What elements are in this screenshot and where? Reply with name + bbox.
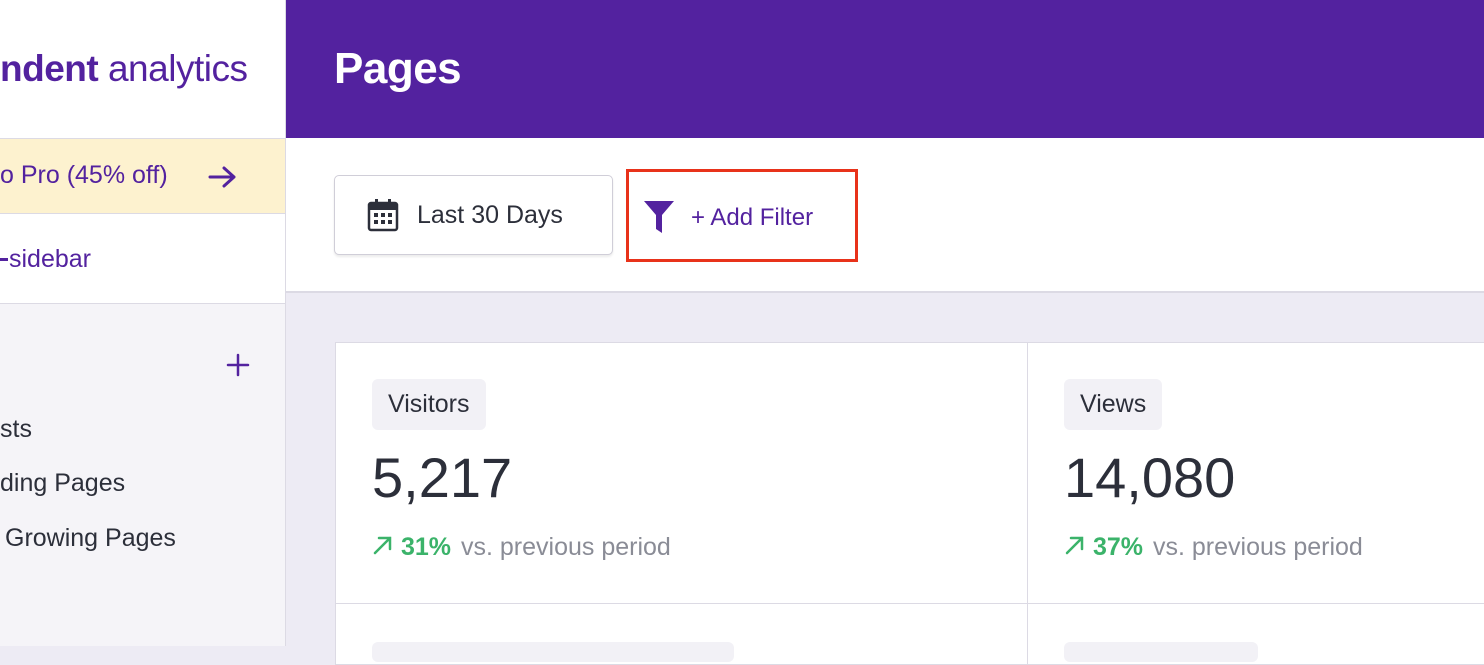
arrow-stub — [0, 258, 8, 261]
sidebar-toggle[interactable]: sidebar — [0, 214, 285, 304]
stat-change-percent: 31% — [400, 533, 451, 561]
header: Pages — [286, 0, 1484, 138]
report-link[interactable]: ding Pages — [0, 469, 126, 497]
stat-change: 37% vs. previous period — [1064, 533, 1363, 562]
stat-value: 14,080 — [1064, 446, 1236, 509]
calendar-icon — [367, 199, 399, 232]
date-range-text: Last 30 Days — [417, 201, 563, 229]
stat-label-placeholder — [372, 642, 734, 662]
filter-icon — [644, 201, 674, 233]
stat-card — [335, 603, 1028, 665]
sidebar: ndent analytics o Pro (45% off) sidebar … — [0, 0, 286, 646]
date-range-button[interactable]: Last 30 Days — [334, 175, 613, 255]
stat-label-placeholder — [1064, 642, 1258, 662]
stat-comparison: vs. previous period — [1153, 533, 1363, 561]
arrow-icon — [208, 166, 236, 188]
stat-value: 5,217 — [372, 446, 513, 509]
up-arrow-icon — [373, 536, 392, 555]
stat-card: Views 14,080 37% vs. previous period — [1027, 342, 1484, 604]
add-report-icon[interactable] — [226, 353, 250, 377]
promo-banner[interactable]: o Pro (45% off) — [0, 139, 285, 214]
toggle-text: sidebar — [9, 245, 91, 273]
promo-text: o Pro (45% off) — [0, 161, 168, 189]
logo[interactable]: ndent analytics — [0, 0, 285, 139]
toolbar: Last 30 Days + Add Filter — [286, 138, 1484, 293]
stat-label: Visitors — [372, 379, 486, 430]
add-filter-button[interactable]: + Add Filter — [626, 169, 858, 262]
page-title: Pages — [334, 44, 462, 93]
up-arrow-icon — [1065, 536, 1084, 555]
stat-change-percent: 37% — [1092, 533, 1143, 561]
logo-bold: ndent — [0, 48, 99, 89]
stat-change: 31% vs. previous period — [372, 533, 671, 562]
logo-text: ndent analytics — [0, 48, 248, 90]
report-link[interactable]: Growing Pages — [5, 524, 176, 552]
logo-regular: analytics — [107, 48, 248, 89]
stat-card: Visitors 5,217 31% vs. previous period — [335, 342, 1028, 604]
stat-comparison: vs. previous period — [461, 533, 671, 561]
stat-label: Views — [1064, 379, 1163, 430]
report-link[interactable]: sts — [0, 415, 32, 443]
filter-text: + Add Filter — [691, 204, 814, 231]
stat-card — [1027, 603, 1484, 665]
